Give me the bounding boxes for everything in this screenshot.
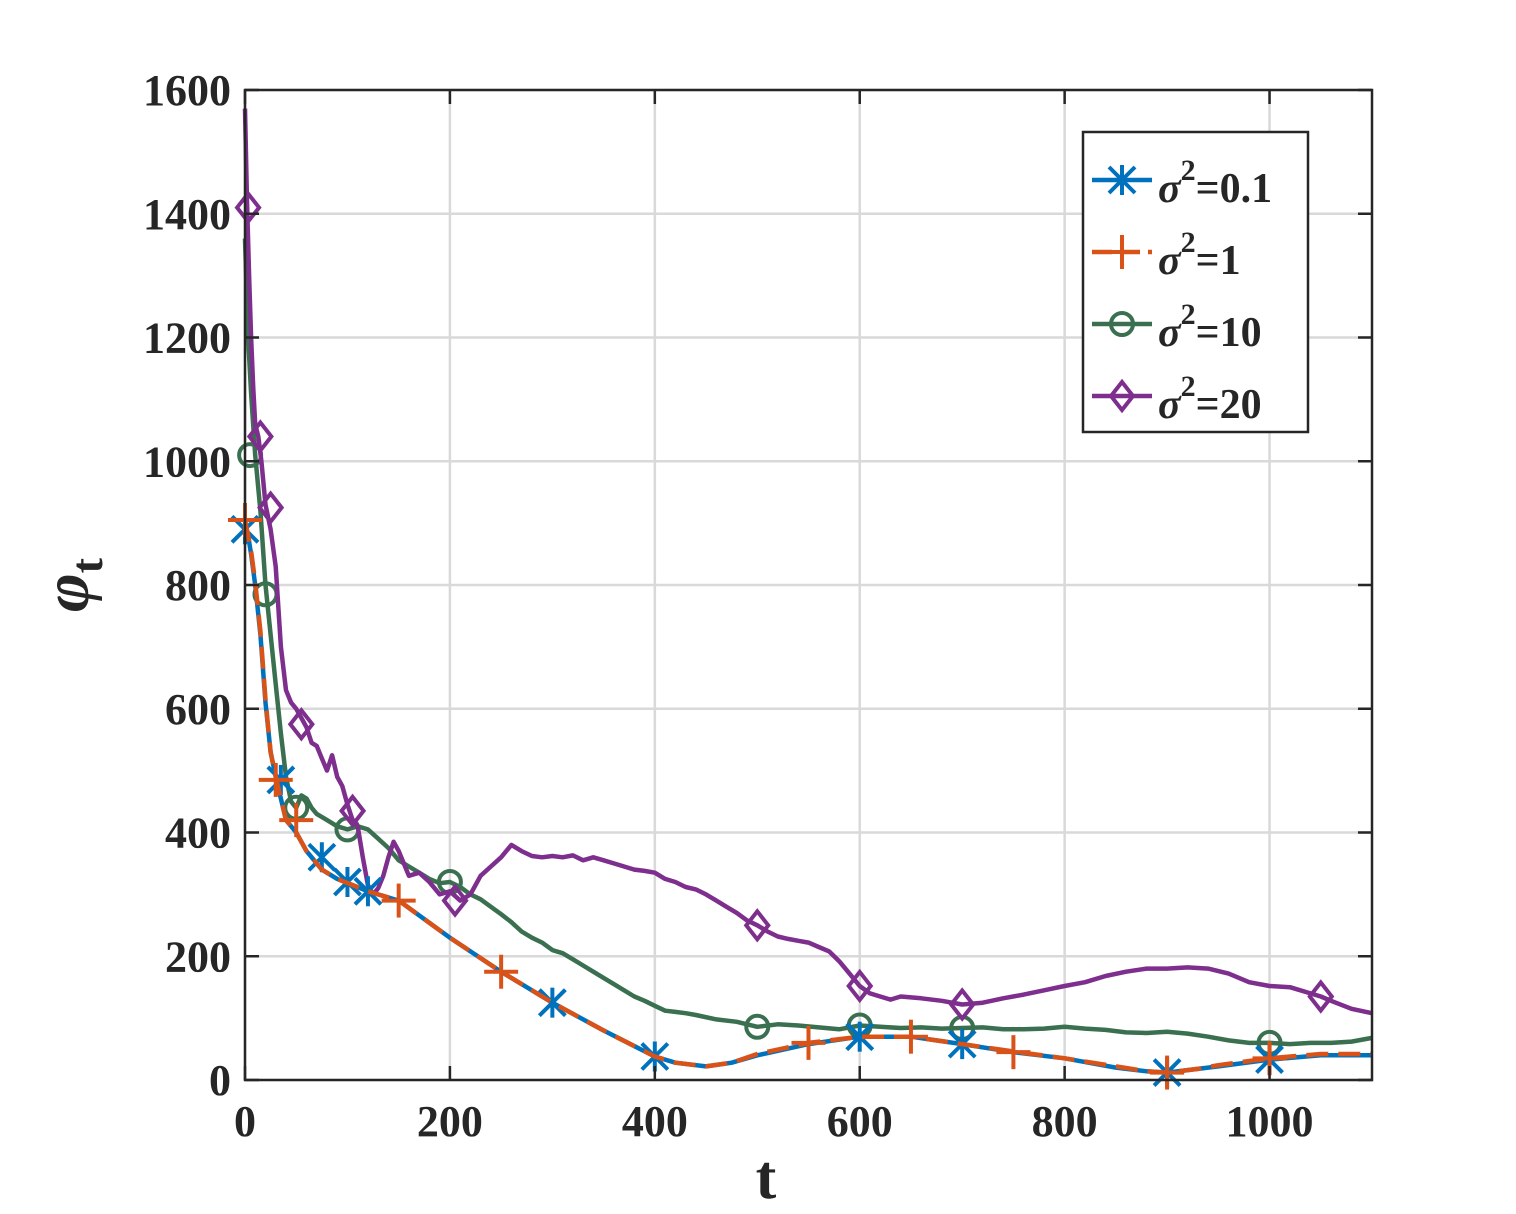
y-tick-label: 200 — [165, 932, 231, 981]
legend-label-base: σ — [1158, 166, 1182, 212]
legend-label: σ2=20 — [1158, 370, 1262, 428]
series-1-marker — [791, 1025, 826, 1060]
legend-label-suffix: =0.1 — [1196, 166, 1272, 212]
legend-marker — [1108, 378, 1136, 414]
series-1-marker — [258, 762, 293, 797]
series-layer — [228, 108, 1373, 1090]
series-20-marker — [287, 706, 315, 742]
y-tick-label: 400 — [165, 809, 231, 858]
svg-text:φt: φt — [30, 557, 112, 612]
y-axis-label-symbol: φ — [30, 573, 103, 612]
y-axis-label: φt — [30, 557, 112, 612]
legend-label-sup: 2 — [1181, 154, 1196, 187]
y-tick-label: 600 — [165, 685, 231, 734]
series-1-marker — [381, 883, 416, 918]
series-20-marker — [948, 987, 976, 1022]
series-20 — [234, 108, 1373, 1022]
series-1-marker — [996, 1035, 1031, 1070]
series-20-marker — [441, 883, 469, 918]
series-20-marker — [846, 968, 874, 1004]
legend-label-sup: 2 — [1181, 298, 1196, 331]
series-1-marker — [893, 1019, 928, 1054]
x-tick-label: 1000 — [1226, 1097, 1314, 1146]
series-1 — [228, 503, 1372, 1090]
x-tick-label: 200 — [417, 1097, 483, 1146]
legend-label-base: σ — [1158, 382, 1182, 428]
y-tick-label: 1200 — [143, 314, 231, 363]
legend-label: σ2=0.1 — [1158, 154, 1272, 212]
x-axis-label: t — [756, 1144, 777, 1212]
legend-label-suffix: =10 — [1196, 310, 1262, 356]
legend-marker — [1109, 311, 1135, 337]
x-tick-label: 600 — [827, 1097, 893, 1146]
y-tick-label: 1000 — [143, 437, 231, 486]
legend-label-sup: 2 — [1181, 370, 1196, 403]
series-20-marker — [339, 793, 367, 829]
y-tick-label: 1600 — [143, 66, 231, 115]
series-0-1-marker — [353, 876, 383, 907]
series-20-marker — [257, 490, 285, 525]
legend-entry-1: σ2=1 — [1092, 226, 1241, 284]
legend-label-suffix: =20 — [1196, 382, 1262, 428]
legend-label-base: σ — [1158, 238, 1182, 284]
series-0-1-marker — [845, 1021, 875, 1052]
series-0-1-marker — [537, 987, 567, 1018]
axis-ticks — [243, 88, 1372, 1082]
x-tick-label: 800 — [1032, 1097, 1098, 1146]
series-1-marker — [484, 954, 519, 989]
series-10-marker — [744, 1013, 771, 1040]
x-tick-label: 0 — [234, 1097, 256, 1146]
legend-label: σ2=10 — [1158, 298, 1262, 356]
legend-label-sup: 2 — [1181, 226, 1196, 259]
legend-entry-0-1: σ2=0.1 — [1092, 154, 1272, 212]
series-1-marker — [279, 803, 314, 838]
legend-entry-20: σ2=20 — [1092, 370, 1262, 428]
tick-labels: 0 200 400 600 800 1000 0 200 400 600 800 1000 1200 14… — [143, 66, 1314, 1146]
series-20-line — [242, 108, 1373, 1016]
series-10-line — [242, 238, 1373, 1047]
series-1-marker — [1150, 1055, 1185, 1090]
y-tick-label: 800 — [165, 561, 231, 610]
legend-marker — [1105, 235, 1139, 269]
legend-marker — [1107, 165, 1137, 195]
y-axis-label-subscript: t — [61, 557, 112, 573]
series-20-marker — [1307, 979, 1335, 1014]
series-20-marker — [743, 908, 771, 943]
legend-entry-10: σ2=10 — [1092, 298, 1262, 356]
legend-label-suffix: =1 — [1196, 238, 1241, 284]
series-20-marker — [234, 190, 262, 225]
y-tick-label: 1400 — [143, 190, 231, 239]
series-20-marker — [246, 419, 274, 454]
legend-label-base: σ — [1158, 310, 1182, 356]
y-tick-label: 0 — [209, 1056, 231, 1105]
legend-label: σ2=1 — [1158, 226, 1241, 284]
series-1-line — [242, 519, 1372, 1075]
x-tick-label: 400 — [622, 1097, 688, 1146]
